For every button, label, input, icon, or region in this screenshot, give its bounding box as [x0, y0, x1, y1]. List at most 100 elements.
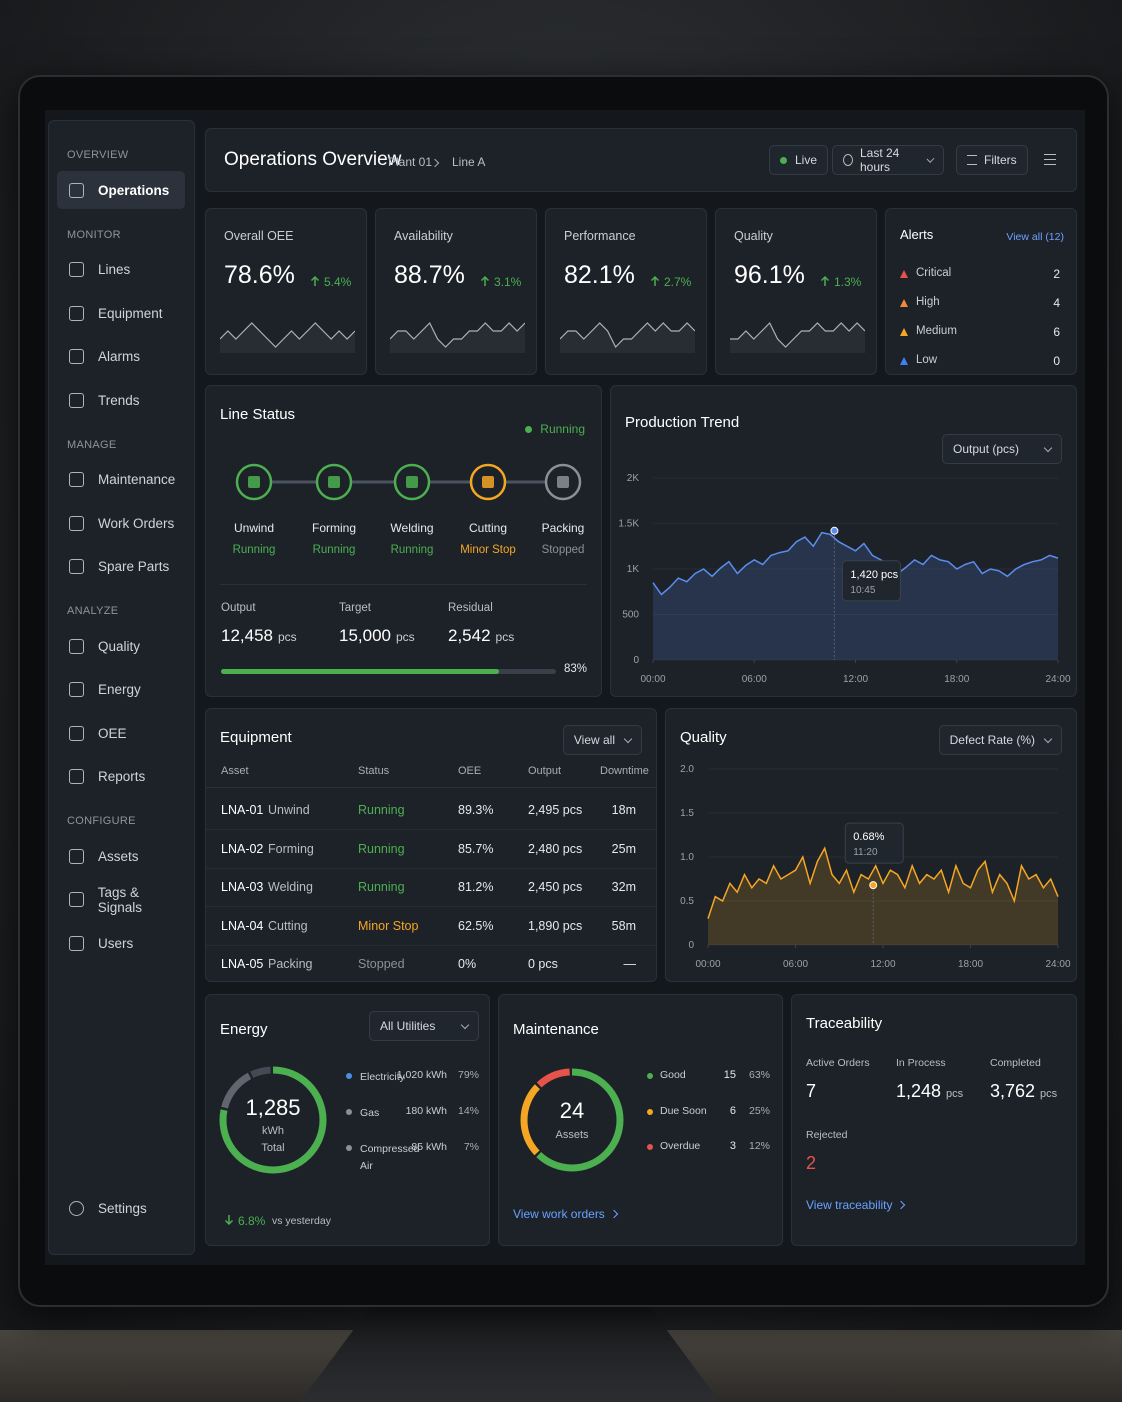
section-title: OVERVIEW	[67, 149, 129, 161]
nav-icon	[69, 349, 84, 364]
nav-item[interactable]: Spare Parts	[57, 548, 185, 586]
x-tick-label: 00:00	[640, 674, 665, 685]
x-tick-label: 24:00	[1045, 959, 1070, 970]
production-card: Production Trend Output (pcs) 0 500 1K 1.5K 2K…	[610, 385, 1077, 697]
energy-unit: kWh	[262, 1125, 284, 1137]
stat-label: In Process	[896, 1057, 946, 1069]
nav-item[interactable]: Maintenance	[57, 461, 185, 499]
table-row[interactable]: LNA-02 Forming Running 85.7% 2,480 pcs 25m	[206, 830, 656, 869]
card-title: Production Trend	[625, 414, 740, 431]
menu-button[interactable]	[1044, 154, 1056, 165]
nav-icon	[69, 848, 84, 864]
stat-unit: pcs	[1040, 1088, 1058, 1100]
asset-status: Stopped	[358, 957, 405, 971]
view-all-select[interactable]: View all	[562, 725, 642, 755]
alerts-title: Alerts	[900, 227, 934, 242]
kpi-change: 1.3%	[834, 275, 862, 289]
sparkline-line	[220, 322, 355, 348]
traceability-link[interactable]: View traceability	[806, 1198, 906, 1212]
nav-item[interactable]: Settings	[57, 1189, 185, 1227]
table-row[interactable]: LNA-03 Welding Running 81.2% 2,450 pcs 32m	[206, 868, 656, 907]
nav-icon	[69, 769, 84, 784]
table-row[interactable]: LNA-01 Unwind Running 89.3% 2,495 pcs 18m	[206, 791, 656, 830]
station-status: Running	[232, 544, 276, 556]
nav-item[interactable]: Operations	[57, 171, 185, 209]
y-tick-label: 1K	[627, 564, 640, 575]
sparkline-line	[730, 321, 865, 348]
chevron	[460, 1020, 470, 1029]
nav-item[interactable]: Reports	[57, 758, 185, 796]
alert-count: 2	[1053, 267, 1060, 281]
trend-arrow	[310, 275, 320, 286]
utility-select[interactable]: All Utilities	[369, 1011, 479, 1041]
table-row[interactable]: LNA-05 Packing Stopped 0% 0 pcs —	[206, 945, 656, 981]
section-title: MONITOR	[67, 228, 121, 241]
asset-id: LNA-03	[221, 880, 264, 894]
sparkline	[730, 321, 865, 353]
nav-item[interactable]: Quality	[57, 627, 185, 665]
nav-item[interactable]: Assets	[57, 837, 185, 875]
filters-button[interactable]: Filters	[956, 145, 1028, 175]
y-tick-label: 2.0	[680, 764, 694, 775]
range-select[interactable]: Last 24 hours	[832, 145, 944, 175]
card-title: Line Status	[220, 406, 296, 423]
y-tick-label: 500	[622, 610, 639, 621]
nav-item[interactable]: OEE	[57, 714, 185, 752]
figure-unit: pcs	[495, 630, 515, 644]
chevron	[623, 734, 633, 743]
annotation-time: 11:20	[853, 847, 878, 858]
station-name: Packing	[541, 521, 585, 535]
asset-status: Running	[358, 841, 405, 856]
chart-select[interactable]: Defect Rate (%)	[938, 725, 1062, 755]
traceability-card: Traceability Active Orders 7 In Process 1,24…	[791, 994, 1077, 1246]
nav-item[interactable]: Equipment	[57, 294, 185, 332]
nav-label: OEE	[98, 725, 127, 741]
link-chevron	[609, 1209, 619, 1219]
maintenance-total: 24	[559, 1098, 585, 1123]
trend-arrow	[820, 275, 830, 286]
donut-segment	[219, 1066, 327, 1174]
progress-track	[221, 669, 556, 674]
annotation-time: 10:45	[850, 585, 875, 596]
figure-unit: pcs	[278, 630, 297, 644]
alerts-link[interactable]: View all (12)	[1006, 231, 1064, 243]
nav-item[interactable]: Tags & Signals	[57, 881, 185, 919]
nav-item[interactable]: Users	[57, 924, 185, 962]
arrow-shape	[480, 275, 490, 286]
work-orders-link[interactable]: View work orders	[513, 1207, 619, 1221]
nav-item[interactable]: Work Orders	[57, 504, 185, 542]
asset-name: Unwind	[268, 803, 310, 817]
kpi-change: 2.7%	[664, 275, 692, 289]
asset-oee: 89.3%	[458, 803, 494, 817]
legend-amount: 1,020 kWh	[396, 1069, 447, 1081]
nav-item[interactable]: Alarms	[57, 338, 185, 376]
kpi-change: 3.1%	[494, 275, 522, 289]
live-button[interactable]: Live	[769, 145, 829, 175]
asset-status: Minor Stop	[358, 918, 419, 933]
stat-number: 1,248	[896, 1081, 942, 1101]
figure-label: Output	[221, 602, 256, 614]
station-status: Running	[312, 544, 356, 556]
column-header: Status	[358, 765, 390, 777]
table-row[interactable]: LNA-04 Cutting Minor Stop 62.5% 1,890 pcs 58m	[206, 907, 656, 946]
card-title: Quality	[680, 729, 727, 746]
energy-change: 6.8%	[238, 1214, 266, 1228]
asset-output: 0 pcs	[528, 957, 558, 971]
link-label: View traceability	[806, 1198, 893, 1212]
kpi-value: 78.6%	[224, 261, 295, 289]
chart-select[interactable]: Output (pcs)	[942, 434, 1062, 464]
line-series	[707, 846, 1059, 919]
nav-item[interactable]: Trends	[57, 381, 185, 419]
legend-dot	[647, 1144, 653, 1150]
nav-icon	[69, 682, 84, 697]
sparkline-area	[730, 323, 865, 353]
nav-item[interactable]: Energy	[57, 671, 185, 709]
nav-label: Maintenance	[98, 472, 176, 487]
legend-share: 14%	[457, 1105, 479, 1117]
nav-label: Operations	[98, 182, 170, 198]
progress-label: 83%	[564, 663, 588, 675]
station-status: Minor Stop	[460, 544, 516, 556]
alert-level: Medium	[916, 325, 957, 337]
sparkline-area	[560, 323, 695, 353]
nav-item[interactable]: Lines	[57, 251, 185, 289]
